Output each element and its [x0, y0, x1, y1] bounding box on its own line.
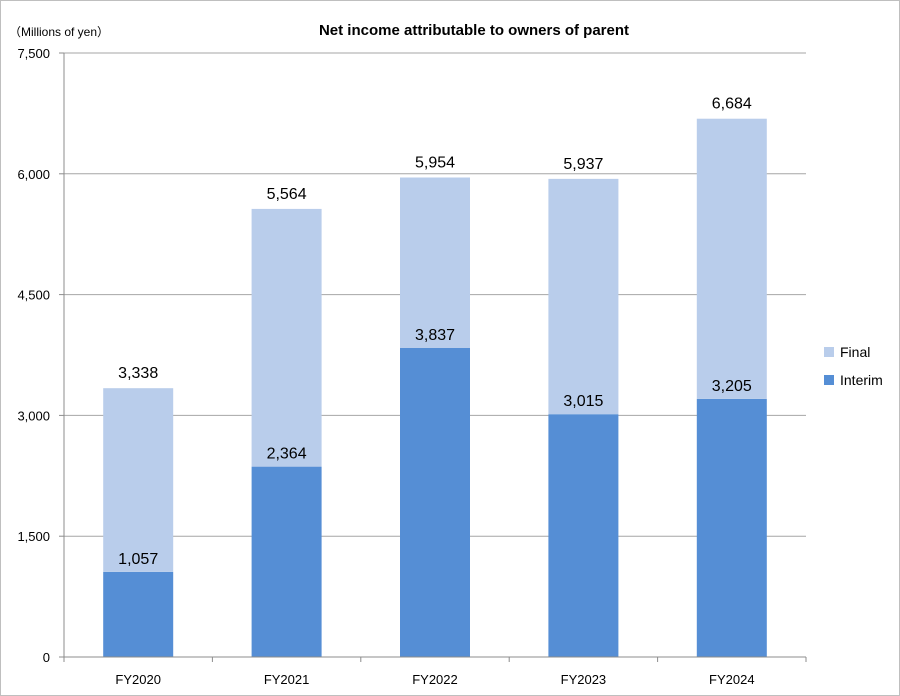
- bar-interim: [548, 414, 619, 657]
- x-category-label: FY2022: [412, 672, 458, 687]
- bars: [103, 118, 767, 657]
- chart-title: Net income attributable to owners of par…: [319, 22, 629, 39]
- data-labels: 1,057 3,338 2,364 5,564 3,837 5,954 3,015 5,937…: [118, 96, 752, 568]
- total-value-label: 5,564: [267, 186, 307, 203]
- x-category-label: FY2023: [561, 672, 607, 687]
- bar-interim: [251, 466, 322, 657]
- unit-label: （Millions of yen）: [9, 25, 109, 39]
- interim-value-label: 3,015: [563, 393, 603, 410]
- interim-value-label: 1,057: [118, 551, 158, 568]
- legend-label: Interim: [840, 372, 883, 388]
- total-value-label: 5,954: [415, 155, 455, 172]
- bar-interim: [400, 347, 470, 657]
- y-tick-label: 3,000: [17, 408, 50, 423]
- y-tick-label: 6,000: [17, 167, 50, 182]
- bar-final: [696, 118, 767, 399]
- bar-final: [103, 388, 174, 572]
- bar-final: [548, 178, 619, 415]
- bar-final: [251, 208, 322, 467]
- x-category-label: FY2020: [115, 672, 161, 687]
- bar-final: [400, 177, 470, 348]
- interim-value-label: 3,205: [712, 378, 752, 395]
- y-tick-label: 4,500: [17, 288, 50, 303]
- legend: Final Interim: [824, 344, 883, 388]
- legend-swatch: [824, 375, 834, 385]
- y-tick-label: 7,500: [17, 46, 50, 61]
- total-value-label: 3,338: [118, 365, 158, 382]
- legend-swatch: [824, 347, 834, 357]
- interim-value-label: 3,837: [415, 327, 455, 344]
- bar-interim: [696, 398, 767, 657]
- y-tick-label: 0: [43, 650, 50, 665]
- x-category-label: FY2024: [709, 672, 755, 687]
- y-tick-label: 1,500: [17, 529, 50, 544]
- total-value-label: 5,937: [563, 156, 603, 173]
- interim-value-label: 2,364: [267, 446, 307, 463]
- legend-label: Final: [840, 344, 870, 360]
- bar-interim: [103, 571, 174, 657]
- total-value-label: 6,684: [712, 96, 752, 113]
- axes: 0 1,500 3,000 4,500 6,000 7,500 FY2020 FY2021 FY…: [17, 46, 807, 687]
- x-category-label: FY2021: [264, 672, 310, 687]
